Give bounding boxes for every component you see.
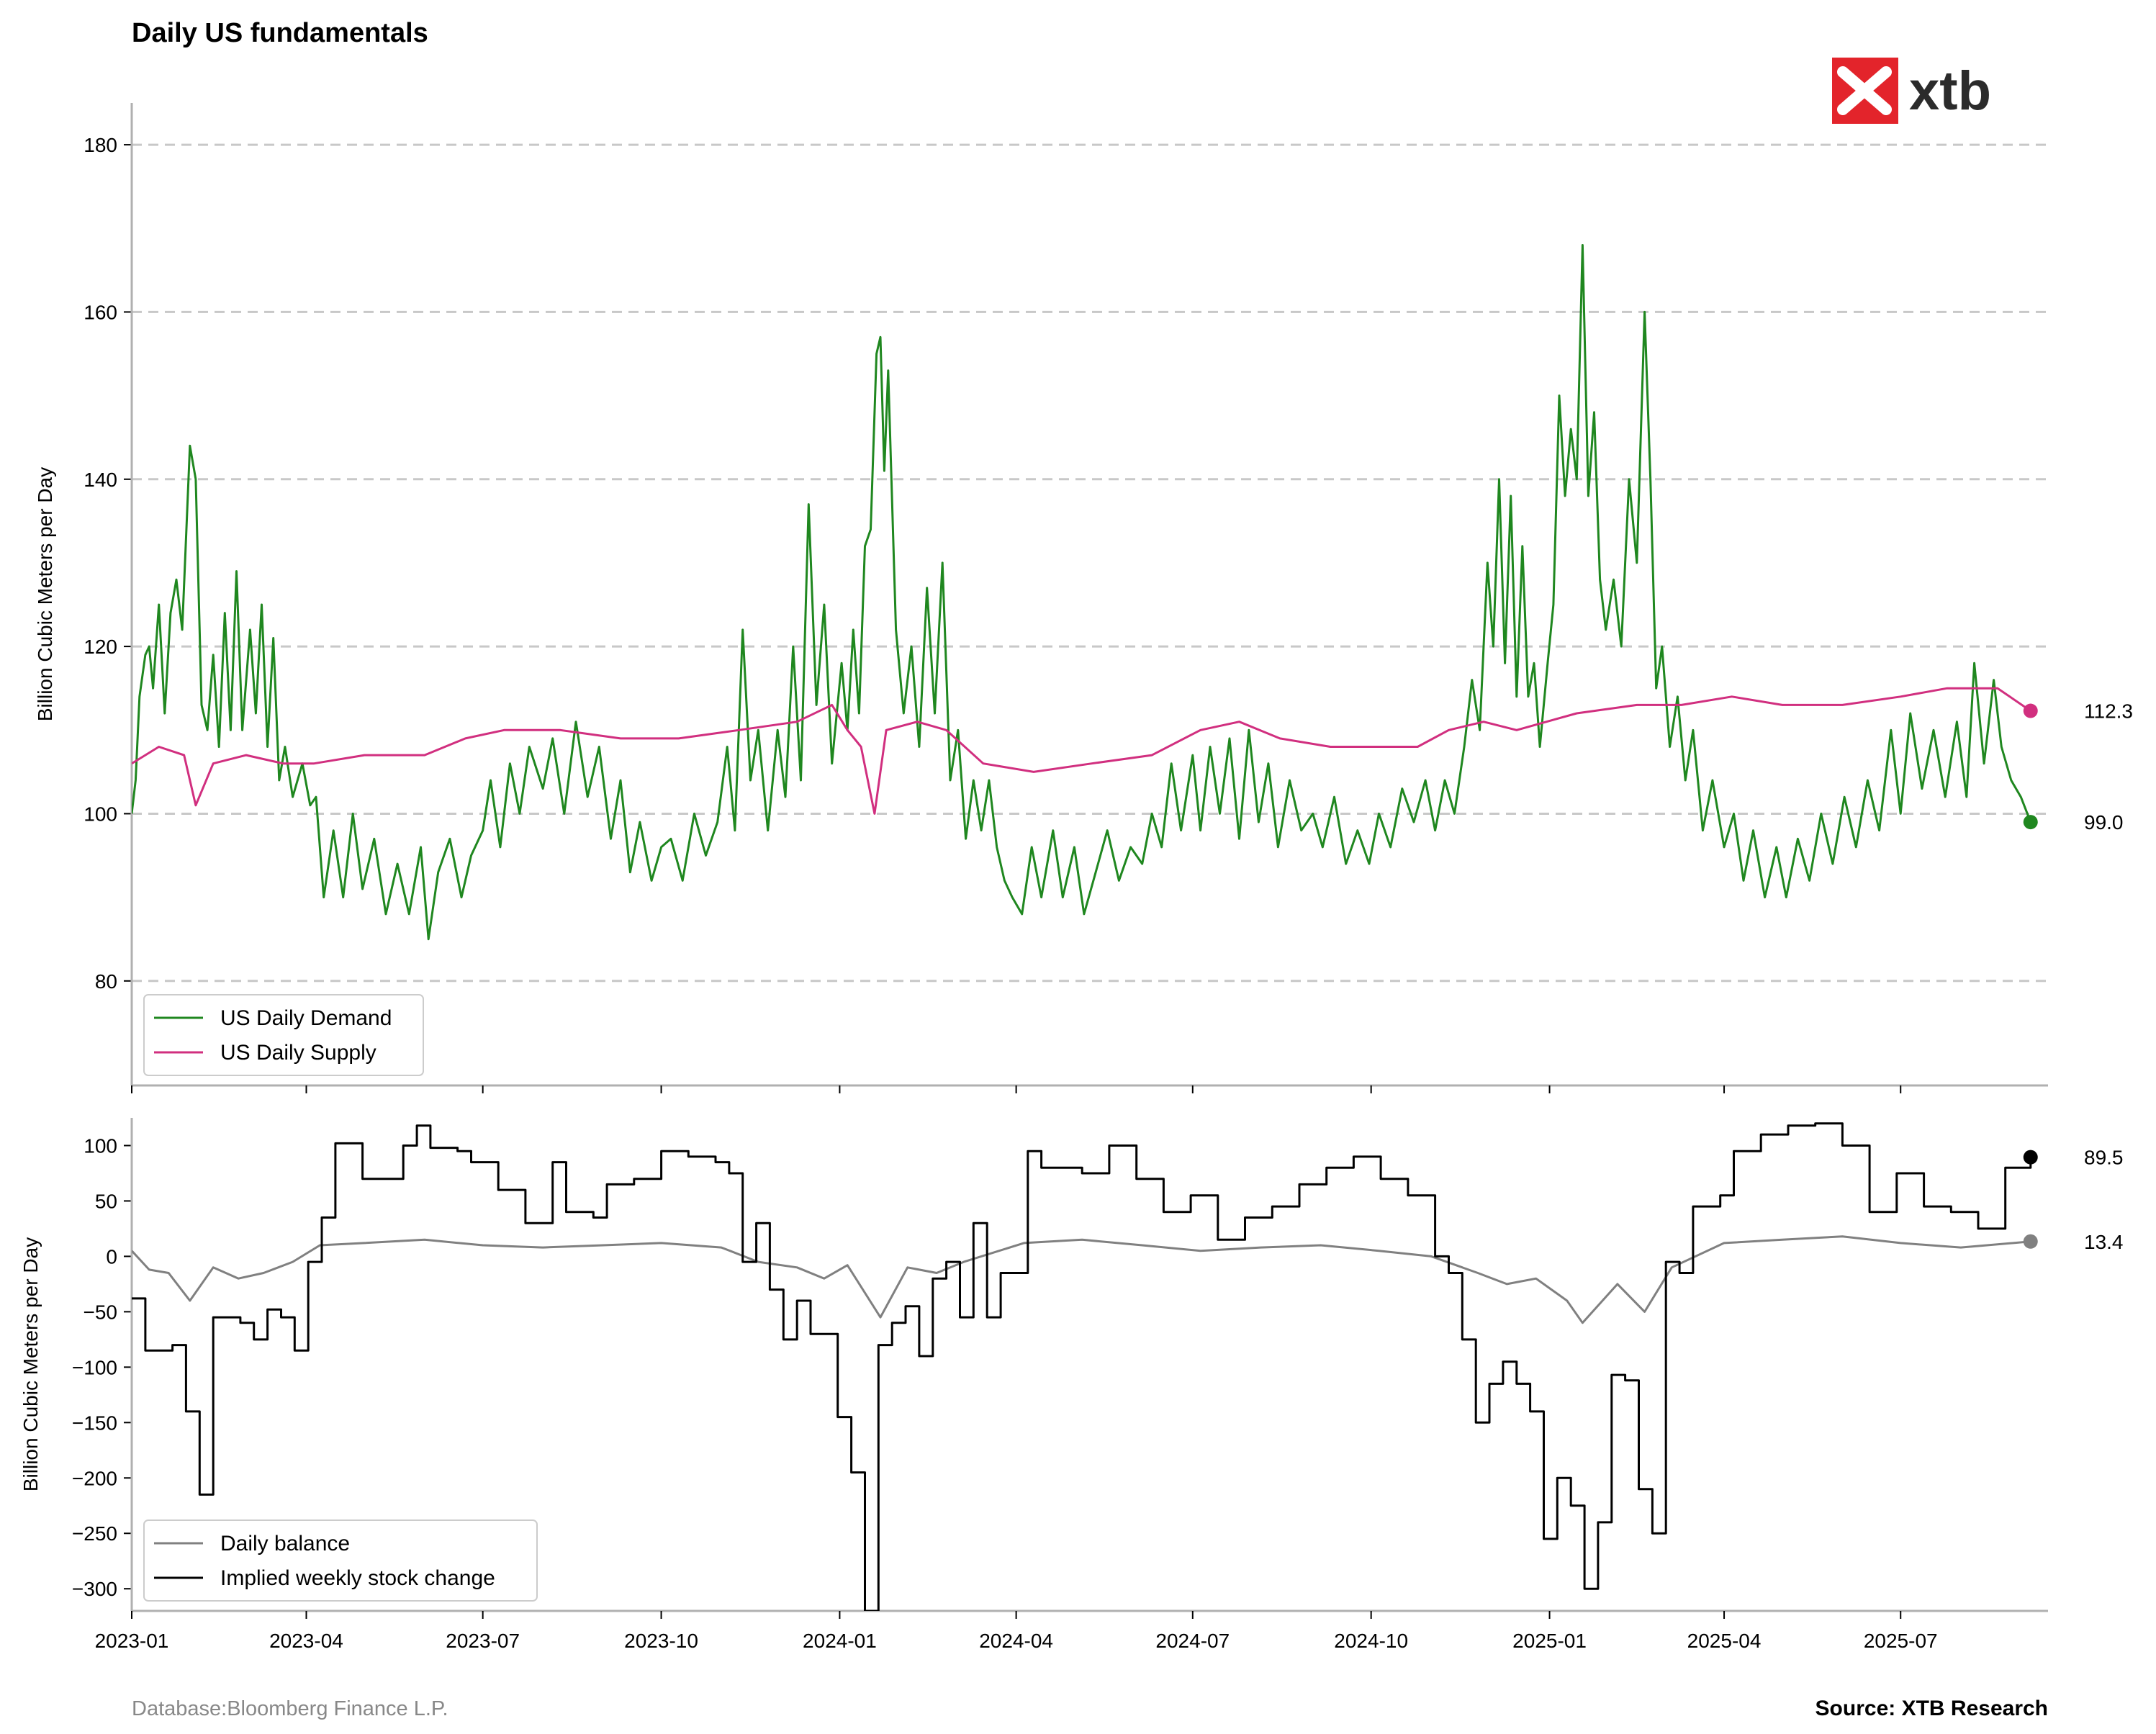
legend-box — [143, 1519, 538, 1602]
x-tick-label: 2023-01 — [95, 1630, 169, 1652]
y-tick-label: 100 — [84, 803, 117, 825]
x-tick-label: 2024-07 — [1155, 1630, 1230, 1652]
y-tick-label: 50 — [95, 1190, 117, 1212]
x-tick-label: 2023-07 — [446, 1630, 520, 1652]
logo-x-icon — [1837, 66, 1892, 115]
y-tick-label: −200 — [72, 1467, 117, 1489]
y-tick-label: 80 — [95, 970, 117, 993]
y-tick-label: −250 — [72, 1522, 117, 1545]
series-end-value: 99.0 — [2084, 811, 2124, 834]
legend-entry: US Daily Demand — [220, 1006, 392, 1030]
series-end-value: 89.5 — [2084, 1147, 2124, 1169]
series-end-marker — [2023, 703, 2038, 718]
series-end-value: 112.3 — [2084, 700, 2133, 723]
series-line-us-daily-supply — [132, 687, 2031, 815]
series-end-marker — [2023, 815, 2038, 830]
x-tick-label: 2025-01 — [1512, 1630, 1587, 1652]
x-tick-label: 2023-10 — [624, 1630, 698, 1652]
chart-title: Daily US fundamentals — [132, 18, 428, 48]
bottom-panel: 100 50 0 −50 −100 −150 −200 −250 −300 Billion Cub… — [19, 1118, 2124, 1612]
xtb-logo: xtb — [1832, 58, 1991, 124]
series-end-marker — [2023, 1150, 2038, 1165]
series-line-us-daily-demand — [132, 244, 2032, 941]
y-axis-label: Billion Cubic Meters per Day — [19, 1237, 42, 1491]
series-end-marker — [2023, 1234, 2038, 1249]
legend-box — [143, 994, 424, 1076]
footer-source: Source: XTB Research — [1816, 1697, 2048, 1720]
y-tick-label: 0 — [106, 1245, 117, 1268]
x-axis: 2023-01 2023-04 2023-07 2023-10 2024-01 2024-… — [95, 1085, 1938, 1652]
y-tick-label: 140 — [84, 469, 117, 491]
x-tick-label: 2025-07 — [1864, 1630, 1938, 1652]
series-line-implied-weekly-stock-change — [132, 1122, 2032, 1611]
y-axis-label: Billion Cubic Meters per Day — [34, 467, 56, 721]
top-panel: 80 100 120 140 160 180 Billion Cubic Meters pe… — [34, 103, 2133, 1087]
x-tick-label: 2023-04 — [269, 1630, 343, 1652]
logo-wordmark: xtb — [1909, 60, 1991, 122]
y-tick-label: −150 — [72, 1412, 117, 1434]
footer-database: Database:Bloomberg Finance L.P. — [132, 1697, 448, 1720]
y-tick-label: −50 — [84, 1301, 118, 1323]
x-tick-label: 2025-04 — [1687, 1630, 1762, 1652]
x-tick-label: 2024-10 — [1334, 1630, 1408, 1652]
y-tick-label: 100 — [84, 1134, 117, 1157]
y-tick-label: −100 — [72, 1356, 117, 1378]
legend-entry: Implied weekly stock change — [220, 1566, 495, 1590]
y-tick-label: 120 — [84, 636, 117, 658]
legend-entry: Daily balance — [220, 1532, 350, 1555]
x-tick-label: 2024-04 — [979, 1630, 1053, 1652]
legend-entry: US Daily Supply — [220, 1041, 376, 1065]
series-end-value: 13.4 — [2084, 1231, 2124, 1253]
y-tick-label: −300 — [72, 1578, 117, 1600]
y-tick-label: 160 — [84, 301, 117, 323]
x-tick-label: 2024-01 — [803, 1630, 877, 1652]
series-line-daily-balance — [132, 1235, 2031, 1324]
y-tick-label: 180 — [84, 134, 117, 156]
